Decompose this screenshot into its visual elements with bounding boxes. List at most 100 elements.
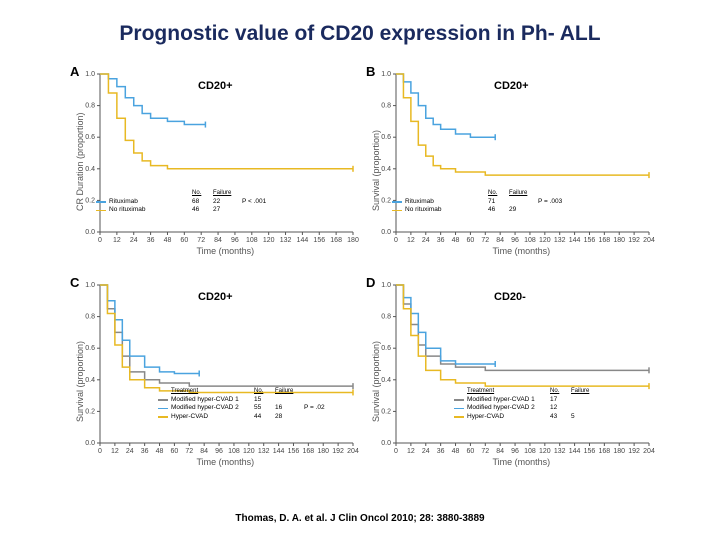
svg-text:168: 168 [599, 448, 611, 455]
panel-d: 0.00.20.40.60.81.00122436486072849610812… [364, 273, 658, 482]
panel-label: D [366, 275, 375, 290]
svg-text:0.2: 0.2 [381, 408, 391, 415]
legend: TreatmentNo.FailureModified hyper-CVAD 1… [158, 388, 325, 421]
svg-text:0.2: 0.2 [85, 197, 95, 204]
y-axis-label: Survival (proportion) [75, 302, 85, 422]
svg-text:24: 24 [126, 448, 134, 455]
svg-text:0.0: 0.0 [85, 440, 95, 447]
panel-label: C [70, 275, 79, 290]
svg-text:1.0: 1.0 [381, 282, 391, 289]
svg-text:0: 0 [98, 448, 102, 455]
svg-text:24: 24 [422, 237, 430, 244]
svg-text:180: 180 [613, 448, 625, 455]
km-plot: 0.00.20.40.60.81.00122436486072849610812… [68, 62, 361, 270]
page-title: Prognostic value of CD20 expression in P… [0, 22, 720, 46]
svg-text:24: 24 [422, 448, 430, 455]
svg-text:48: 48 [156, 448, 164, 455]
legend-row: Modified hyper-CVAD 212 [454, 404, 600, 412]
svg-text:84: 84 [496, 448, 504, 455]
svg-text:144: 144 [297, 237, 309, 244]
svg-text:204: 204 [347, 448, 359, 455]
svg-text:204: 204 [643, 237, 655, 244]
svg-text:36: 36 [437, 237, 445, 244]
svg-text:96: 96 [511, 237, 519, 244]
x-axis-label: Time (months) [493, 246, 551, 256]
cd20-overlay: CD20+ [494, 80, 529, 92]
cd20-overlay: CD20+ [198, 80, 233, 92]
svg-text:36: 36 [437, 448, 445, 455]
svg-text:0.8: 0.8 [85, 314, 95, 321]
y-axis-label: Survival (proportion) [371, 91, 381, 211]
svg-text:96: 96 [231, 237, 239, 244]
svg-text:0.4: 0.4 [85, 166, 95, 173]
km-plot: 0.00.20.40.60.81.00122436486072849610812… [364, 62, 657, 270]
panel-b: 0.00.20.40.60.81.00122436486072849610812… [364, 62, 658, 271]
svg-text:12: 12 [111, 448, 119, 455]
legend-row: No rituximab4627 [96, 206, 266, 214]
svg-text:192: 192 [628, 448, 640, 455]
panel-label: A [70, 64, 79, 79]
svg-text:108: 108 [524, 237, 536, 244]
svg-text:84: 84 [200, 448, 208, 455]
svg-text:60: 60 [180, 237, 188, 244]
svg-text:180: 180 [347, 237, 359, 244]
legend: No.FailureRituximab6822P < .001No rituxi… [96, 190, 266, 215]
svg-text:1.0: 1.0 [381, 71, 391, 78]
svg-text:36: 36 [141, 448, 149, 455]
svg-text:72: 72 [197, 237, 205, 244]
svg-text:0.6: 0.6 [85, 134, 95, 141]
panel-c: 0.00.20.40.60.81.00122436486072849610812… [68, 273, 362, 482]
svg-text:144: 144 [569, 237, 581, 244]
svg-text:180: 180 [317, 448, 329, 455]
svg-text:0.4: 0.4 [381, 377, 391, 384]
svg-text:108: 108 [228, 448, 240, 455]
svg-text:0.0: 0.0 [381, 440, 391, 447]
svg-text:132: 132 [554, 237, 566, 244]
svg-text:132: 132 [554, 448, 566, 455]
svg-text:96: 96 [215, 448, 223, 455]
legend-row: Rituximab71P = .003 [392, 198, 562, 206]
y-axis-label: Survival (proportion) [371, 302, 381, 422]
svg-text:108: 108 [524, 448, 536, 455]
svg-text:36: 36 [147, 237, 155, 244]
citation-text: Thomas, D. A. et al. J Clin Oncol 2010; … [0, 513, 720, 524]
svg-text:72: 72 [481, 448, 489, 455]
svg-text:84: 84 [214, 237, 222, 244]
svg-text:144: 144 [273, 448, 285, 455]
panel-label: B [366, 64, 375, 79]
svg-text:0.4: 0.4 [381, 166, 391, 173]
svg-text:120: 120 [539, 448, 551, 455]
legend-row: Hyper-CVAD435 [454, 413, 600, 421]
svg-text:180: 180 [613, 237, 625, 244]
svg-text:96: 96 [511, 448, 519, 455]
svg-text:12: 12 [407, 237, 415, 244]
svg-text:60: 60 [467, 237, 475, 244]
svg-text:156: 156 [584, 237, 596, 244]
svg-text:48: 48 [452, 237, 460, 244]
svg-text:0: 0 [98, 237, 102, 244]
svg-text:24: 24 [130, 237, 138, 244]
legend-row: Rituximab6822P < .001 [96, 198, 266, 206]
panel-a: 0.00.20.40.60.81.00122436486072849610812… [68, 62, 362, 271]
legend-row: Modified hyper-CVAD 117 [454, 396, 600, 404]
svg-text:1.0: 1.0 [85, 282, 95, 289]
x-axis-label: Time (months) [493, 457, 551, 467]
svg-text:48: 48 [452, 448, 460, 455]
svg-text:0.4: 0.4 [85, 377, 95, 384]
svg-text:84: 84 [496, 237, 504, 244]
km-plot: 0.00.20.40.60.81.00122436486072849610812… [364, 273, 657, 481]
svg-text:156: 156 [313, 237, 325, 244]
cd20-overlay: CD20+ [198, 291, 233, 303]
legend-row: Modified hyper-CVAD 115 [158, 396, 325, 404]
cd20-overlay: CD20- [494, 291, 526, 303]
svg-text:168: 168 [330, 237, 342, 244]
svg-text:0.2: 0.2 [85, 408, 95, 415]
svg-text:48: 48 [164, 237, 172, 244]
svg-text:0.6: 0.6 [381, 134, 391, 141]
svg-text:168: 168 [599, 237, 611, 244]
svg-text:1.0: 1.0 [85, 71, 95, 78]
svg-text:60: 60 [467, 448, 475, 455]
svg-text:192: 192 [628, 237, 640, 244]
svg-text:0.8: 0.8 [381, 103, 391, 110]
svg-text:0.2: 0.2 [381, 197, 391, 204]
